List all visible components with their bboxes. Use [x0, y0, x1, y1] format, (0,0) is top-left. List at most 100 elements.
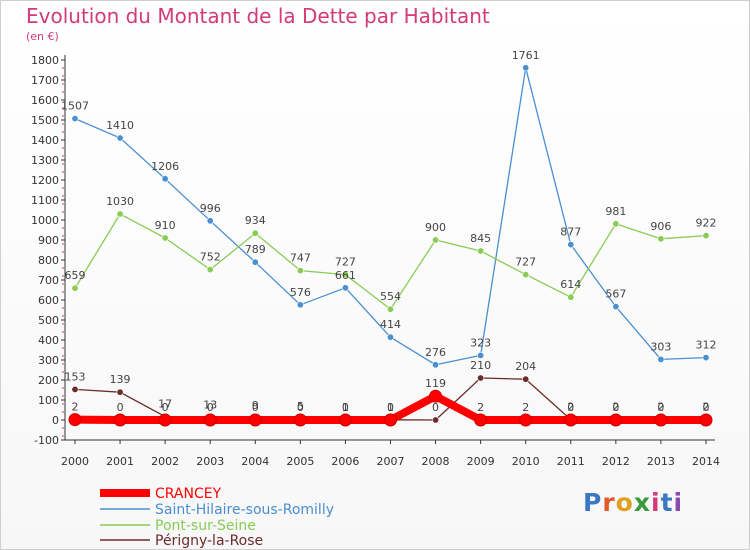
data-point: [567, 293, 575, 301]
data-label: 139: [110, 373, 131, 386]
data-label: 204: [515, 360, 536, 373]
y-tick-label: 1200: [31, 174, 59, 187]
y-tick-label: 1100: [31, 194, 59, 207]
data-label: 1: [387, 401, 394, 414]
data-point: [293, 413, 307, 427]
data-label: 614: [560, 278, 581, 291]
data-point: [206, 217, 214, 225]
data-point: [386, 333, 394, 341]
data-point: [116, 134, 124, 142]
data-label: 661: [335, 269, 356, 282]
data-point: [113, 413, 127, 427]
data-label: 576: [290, 286, 311, 299]
data-point: [702, 232, 710, 240]
data-point: [474, 413, 488, 427]
legend-label: Périgny-la-Rose: [155, 533, 263, 549]
x-tick-label: 2009: [467, 455, 495, 468]
data-point: [341, 284, 349, 292]
logo-letter: r: [602, 488, 616, 517]
data-point: [251, 229, 259, 237]
data-label: 727: [515, 256, 536, 269]
data-label: 747: [290, 252, 311, 265]
data-point: [71, 284, 79, 292]
data-point: [477, 351, 485, 359]
data-point: [612, 220, 620, 228]
data-label: 2: [72, 401, 79, 414]
data-label: 210: [470, 359, 491, 372]
data-label: 554: [380, 290, 401, 303]
data-point: [161, 234, 169, 242]
data-label: 0: [432, 401, 439, 414]
data-label: 0: [207, 401, 214, 414]
data-point: [251, 258, 259, 266]
y-tick-label: 800: [38, 254, 59, 267]
data-point: [116, 210, 124, 218]
x-tick-label: 2000: [61, 455, 89, 468]
y-tick-label: 1800: [31, 54, 59, 67]
data-label: 1: [342, 401, 349, 414]
legend-label: CRANCEY: [155, 486, 222, 502]
data-point: [657, 355, 665, 363]
data-label: 0: [342, 401, 349, 414]
y-tick-label: 600: [38, 294, 59, 307]
y-tick-label: 300: [38, 354, 59, 367]
data-label: 934: [245, 214, 266, 227]
data-point: [564, 413, 578, 427]
y-tick-label: 700: [38, 274, 59, 287]
logo-letter: i: [673, 488, 684, 517]
data-label: 2: [702, 401, 709, 414]
y-tick-label: 1600: [31, 94, 59, 107]
y-tick-label: 100: [38, 394, 59, 407]
data-point: [158, 413, 172, 427]
y-tick-label: 1000: [31, 214, 59, 227]
data-point: [432, 236, 440, 244]
legend-label: Pont-sur-Seine: [155, 518, 256, 534]
data-label: 0: [252, 401, 259, 414]
data-label: 0: [387, 401, 394, 414]
x-tick-label: 2004: [241, 455, 269, 468]
data-point: [383, 413, 397, 427]
data-point: [612, 303, 620, 311]
data-label: 922: [695, 217, 716, 230]
data-label: 877: [560, 226, 581, 239]
x-tick-label: 2008: [422, 455, 450, 468]
logo-letter: i: [651, 488, 661, 517]
x-tick-label: 2005: [286, 455, 314, 468]
x-tick-label: 2002: [151, 455, 179, 468]
data-point: [699, 413, 713, 427]
x-tick-label: 2011: [557, 455, 585, 468]
y-tick-label: 1300: [31, 154, 59, 167]
y-tick-label: 0: [52, 414, 59, 427]
data-label: 9: [252, 399, 259, 412]
data-point: [386, 305, 394, 313]
data-label: 1030: [106, 195, 134, 208]
x-tick-label: 2014: [692, 455, 720, 468]
data-point: [341, 271, 349, 279]
data-point: [519, 413, 533, 427]
data-point: [609, 413, 623, 427]
data-label: 752: [200, 251, 221, 264]
data-point: [71, 385, 79, 393]
data-label: 303: [650, 340, 671, 353]
data-point: [654, 413, 668, 427]
data-point: [296, 267, 304, 275]
y-tick-label: 1500: [31, 114, 59, 127]
data-label: 17: [158, 398, 172, 411]
data-label: 900: [425, 221, 446, 234]
data-point: [522, 271, 530, 279]
data-point: [338, 413, 352, 427]
y-tick-label: 1400: [31, 134, 59, 147]
data-label: 906: [650, 220, 671, 233]
data-label: 996: [200, 202, 221, 215]
data-label: 2: [567, 401, 574, 414]
data-point: [522, 375, 530, 383]
data-point: [477, 374, 485, 382]
y-tick-label: 900: [38, 234, 59, 247]
y-tick-label: -100: [34, 434, 59, 447]
x-tick-label: 2007: [376, 455, 404, 468]
data-label: 1410: [106, 119, 134, 132]
x-tick-label: 2010: [512, 455, 540, 468]
data-label: 0: [702, 401, 709, 414]
data-label: 2: [612, 401, 619, 414]
